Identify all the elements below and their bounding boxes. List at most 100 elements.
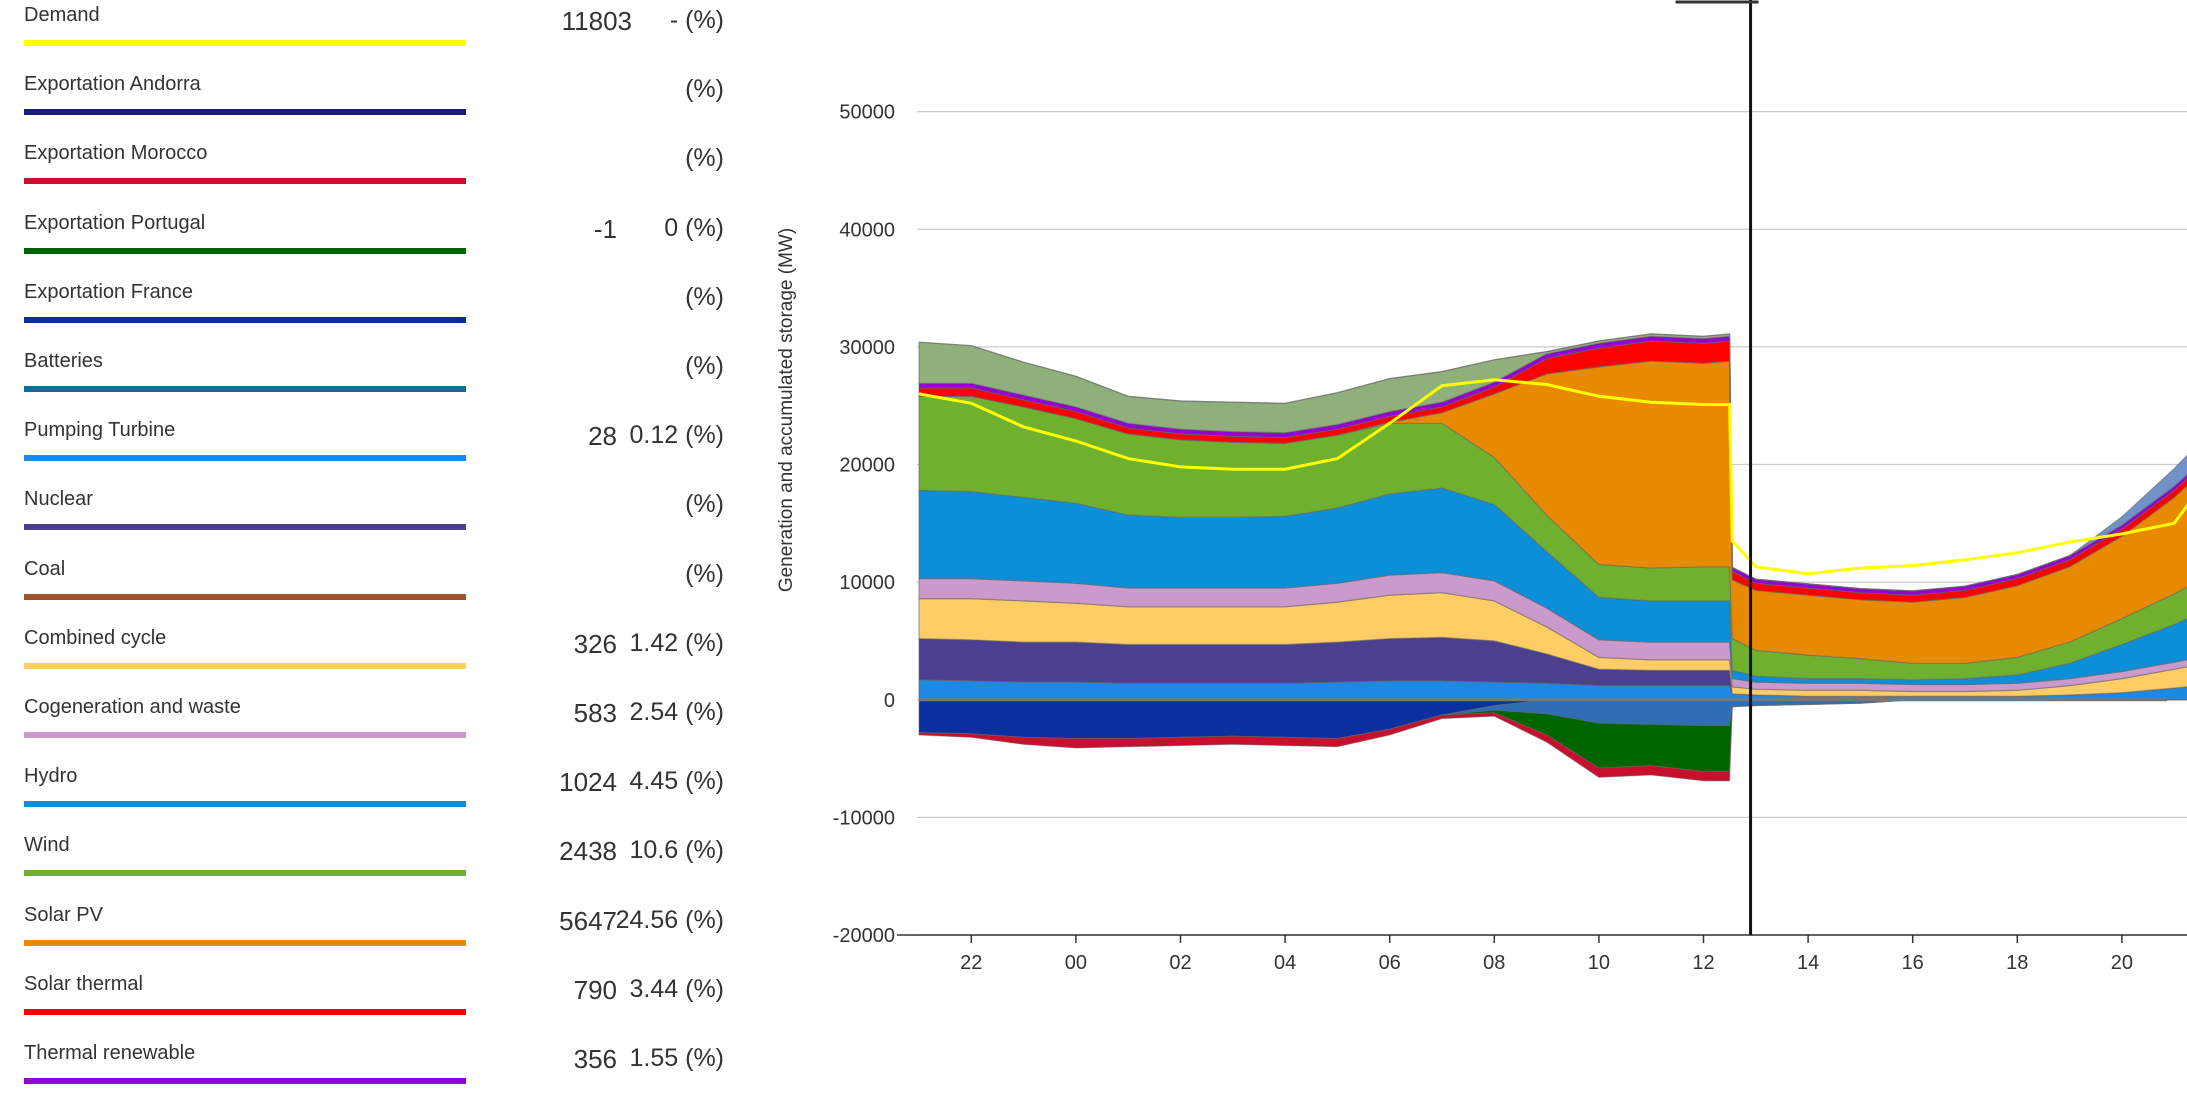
legend-item[interactable]: Solar thermal 790 3.44 (%)	[24, 971, 724, 1040]
legend-color-line	[24, 247, 466, 254]
y-tick-label: 10000	[839, 572, 895, 594]
legend-color-line	[24, 316, 466, 323]
y-tick-label: 0	[884, 690, 895, 712]
legend-value: 1024	[559, 767, 617, 798]
legend-color-line	[24, 524, 466, 531]
legend-label: Solar thermal	[24, 972, 143, 995]
y-tick-label: 20000	[839, 455, 895, 477]
legend-color-line	[24, 732, 466, 738]
y-tick-label: 30000	[839, 337, 895, 359]
legend-label: Solar PV	[24, 903, 103, 926]
legend-percent: 1.55 (%)	[629, 1044, 724, 1072]
legend-color-line	[24, 1008, 466, 1015]
legend-label: Thermal renewable	[24, 1042, 196, 1064]
legend-label: Demand	[24, 4, 100, 26]
legend-color-line	[24, 109, 466, 116]
legend-percent: 24.56 (%)	[615, 905, 724, 934]
demand-line	[918, 378, 2187, 576]
legend-item[interactable]: Demand 11803 - (%)	[24, 2, 724, 71]
legend-percent: 2.54 (%)	[629, 698, 724, 726]
legend-label: Hydro	[24, 765, 78, 788]
legend-value: 326	[573, 628, 617, 659]
legend-label: Exportation France	[24, 280, 193, 303]
legend-item[interactable]: Wind 2438 10.6 (%)	[24, 832, 724, 901]
legend-item[interactable]: Solar PV 5647 24.56 (%)	[24, 902, 724, 971]
legend-color-line	[24, 662, 466, 669]
legend-label: Wind	[24, 834, 70, 857]
legend-color-line	[24, 801, 466, 808]
legend-item[interactable]: Exportation Portugal -1 0 (%)	[24, 210, 724, 279]
legend-panel: Demand 11803- (%) Exportation Andorra (%) Ex…	[0, 0, 740, 1100]
legend-label: Exportation Portugal	[24, 211, 206, 234]
legend-item[interactable]: Hydro 1024 4.45 (%)	[24, 763, 724, 832]
y-axis-label: Generation and accumulated storage (MW)	[776, 228, 797, 592]
legend-color-line	[24, 178, 466, 185]
legend-label: Combined cycle	[24, 626, 167, 649]
legend-percent: 0 (%)	[664, 213, 724, 242]
legend-value: 583	[573, 698, 617, 728]
legend-item[interactable]: Batteries (%)	[24, 348, 724, 417]
legend-item[interactable]: Coal (%)	[24, 556, 724, 625]
legend-color-line	[24, 939, 466, 946]
legend-item[interactable]: Thermal renewable 356 1.55 (%)	[24, 1040, 724, 1109]
x-tick-label: 00	[1065, 952, 1087, 974]
area-other-storage	[918, 333, 2187, 592]
legend-value: 11803	[561, 6, 632, 36]
legend-item[interactable]: Cogeneration and waste 583 2.54 (%)	[24, 694, 724, 763]
legend-value: -1	[593, 213, 617, 244]
legend-percent: 10.6 (%)	[629, 836, 724, 865]
legend-percent: (%)	[685, 490, 724, 519]
area-exportation-morocco	[918, 699, 2187, 782]
legend-percent: (%)	[685, 352, 724, 380]
legend-percent: (%)	[685, 144, 724, 173]
legend-label: Batteries	[24, 350, 103, 372]
y-tick-label: 50000	[839, 102, 895, 124]
x-tick-label: 18	[2006, 952, 2028, 974]
legend-item[interactable]: Nuclear (%)	[24, 486, 724, 555]
legend-percent: 0.12 (%)	[629, 421, 724, 450]
legend-percent: 4.45 (%)	[629, 767, 724, 796]
legend-percent: - (%)	[669, 6, 724, 34]
legend-color-line	[24, 1078, 466, 1084]
x-tick-label: 20	[2111, 952, 2133, 974]
legend-percent: (%)	[685, 75, 724, 104]
legend-label: Pumping Turbine	[24, 419, 176, 442]
legend-value: 5647	[559, 905, 617, 936]
legend-label: Exportation Morocco	[24, 142, 208, 165]
legend-label: Cogeneration and waste	[24, 696, 241, 718]
x-tick-label: 12	[1692, 952, 1714, 974]
legend-value: 790	[573, 974, 617, 1005]
y-tick-label: -20000	[833, 925, 895, 947]
x-tick-label: 08	[1483, 952, 1505, 974]
x-tick-label: 06	[1379, 952, 1401, 974]
legend-label: Nuclear	[24, 488, 93, 511]
legend-percent: 3.44 (%)	[629, 974, 724, 1003]
legend-label: Coal	[24, 557, 66, 580]
legend-percent: (%)	[685, 559, 724, 588]
x-tick-label: 14	[1797, 952, 1819, 974]
y-tick-label: 40000	[839, 219, 895, 241]
legend-item[interactable]: Exportation Andorra (%)	[24, 71, 724, 140]
legend-color-line	[24, 455, 466, 462]
legend-item[interactable]: Pumping Turbine 28 0.12 (%)	[24, 417, 724, 486]
legend-value: 2438	[559, 836, 617, 867]
x-tick-label: 16	[1902, 952, 1924, 974]
legend-item[interactable]: Exportation Morocco (%)	[24, 140, 724, 209]
chart-area: -20000 -10000 0 10000 20000 30000 40000 50000 22…	[760, 0, 2187, 1100]
legend-color-line	[24, 40, 466, 46]
x-tick-label: 22	[960, 952, 982, 974]
legend-percent: 1.42 (%)	[629, 628, 724, 657]
legend-value: 356	[573, 1044, 617, 1074]
legend-value: 28	[588, 421, 617, 452]
y-tick-label: -10000	[833, 807, 895, 829]
legend-percent: (%)	[685, 282, 724, 311]
generation-chart: -20000 -10000 0 10000 20000 30000 40000 50000 22…	[776, 0, 2187, 974]
legend-item[interactable]: Exportation France (%)	[24, 279, 724, 348]
legend-label: Exportation Andorra	[24, 73, 201, 96]
x-tick-label: 04	[1274, 952, 1296, 974]
x-tick-label: 10	[1588, 952, 1610, 974]
legend-color-line	[24, 593, 466, 600]
legend-item[interactable]: Combined cycle 326 1.42 (%)	[24, 625, 724, 694]
legend-color-line	[24, 870, 466, 877]
legend-color-line	[24, 386, 466, 392]
